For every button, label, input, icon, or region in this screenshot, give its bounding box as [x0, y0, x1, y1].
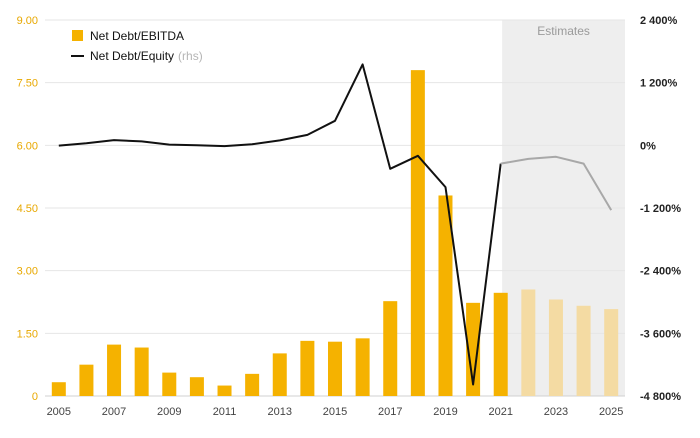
bar-net-debt-ebitda [300, 341, 314, 396]
bar-net-debt-ebitda [190, 377, 204, 396]
bar-net-debt-ebitda [52, 382, 66, 396]
x-tick-label: 2019 [433, 406, 457, 418]
y-left-tick-label: 7.50 [17, 78, 38, 90]
y-right-tick-label: 2 400% [640, 15, 678, 27]
bar-net-debt-ebitda [135, 348, 149, 396]
bar-net-debt-ebitda [245, 374, 259, 396]
x-tick-label: 2007 [102, 406, 126, 418]
x-tick-label: 2025 [599, 406, 623, 418]
y-left-tick-label: 9.00 [17, 15, 38, 27]
bar-net-debt-ebitda [521, 289, 535, 396]
bar-net-debt-ebitda [356, 338, 370, 396]
bar-net-debt-ebitda [577, 306, 591, 396]
x-tick-label: 2021 [488, 406, 512, 418]
x-tick-label: 2011 [213, 406, 237, 418]
y-right-tick-label: -3 600% [640, 328, 681, 340]
bar-net-debt-ebitda [604, 309, 618, 396]
y-left-tick-label: 0 [32, 391, 38, 403]
legend-entry-net-debt-equity: Net Debt/Equity (rhs) [90, 49, 203, 63]
bar-net-debt-ebitda [79, 365, 93, 396]
legend-label-net-debt-ebitda: Net Debt/EBITDA [90, 29, 184, 43]
bar-net-debt-ebitda [218, 386, 232, 396]
bar-net-debt-ebitda [411, 70, 425, 396]
bar-net-debt-ebitda [383, 301, 397, 396]
bar-net-debt-ebitda [273, 353, 287, 396]
estimates-label: Estimates [537, 24, 590, 38]
bar-net-debt-ebitda [549, 299, 563, 396]
y-right-tick-label: -2 400% [640, 266, 681, 278]
bar-net-debt-ebitda [328, 342, 342, 396]
y-right-tick-label: -4 800% [640, 391, 681, 403]
x-tick-label: 2013 [268, 406, 292, 418]
y-right-tick-label: -1 200% [640, 203, 681, 215]
legend-label-net-debt-equity: Net Debt/Equity [90, 49, 174, 63]
y-right-tick-label: 0% [640, 140, 656, 152]
x-tick-label: 2005 [47, 406, 71, 418]
x-tick-label: 2017 [378, 406, 402, 418]
y-left-tick-label: 1.50 [17, 328, 38, 340]
x-tick-label: 2023 [544, 406, 568, 418]
y-left-tick-label: 3.00 [17, 266, 38, 278]
legend-rhs-note: (rhs) [178, 49, 203, 63]
bar-net-debt-ebitda [494, 293, 508, 396]
legend-swatch-net-debt-ebitda [72, 30, 83, 41]
line-net-debt-equity [59, 64, 501, 384]
bar-net-debt-ebitda [107, 345, 121, 396]
x-tick-label: 2009 [157, 406, 181, 418]
y-left-tick-label: 6.00 [17, 140, 38, 152]
legend: Net Debt/EBITDA Net Debt/Equity (rhs) [71, 29, 203, 63]
bar-net-debt-ebitda [162, 373, 176, 396]
y-right-tick-label: 1 200% [640, 78, 678, 90]
y-left-tick-label: 4.50 [17, 203, 38, 215]
x-tick-label: 2015 [323, 406, 347, 418]
